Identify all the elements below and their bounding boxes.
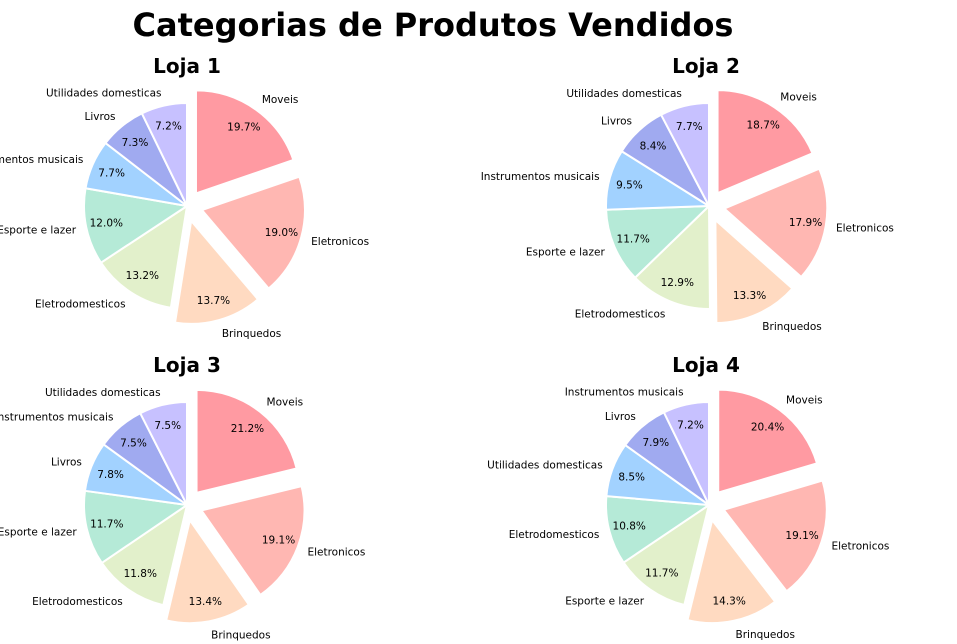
pie-slice bbox=[716, 89, 814, 195]
slice-category-label: Livros bbox=[51, 457, 82, 469]
pie-slice bbox=[194, 89, 295, 195]
slice-category-label: Moveis bbox=[786, 394, 823, 406]
slice-category-label: Utilidades domesticas bbox=[45, 387, 161, 399]
pie-1: Loja 1 19.7% Moveis 19.0% Eletronicos 13.7% Br… bbox=[0, 54, 369, 340]
slice-category-label: Instrumentos musicais bbox=[0, 412, 113, 424]
slice-percent-label: 19.7% bbox=[227, 121, 260, 133]
pie-slice bbox=[195, 388, 298, 495]
pie-slice bbox=[622, 502, 711, 607]
pie-title: Loja 2 bbox=[672, 54, 740, 78]
pie-title: Loja 4 bbox=[672, 353, 740, 377]
pie-slice bbox=[633, 203, 711, 310]
slice-category-label: Eletrodomesticos bbox=[575, 308, 666, 320]
slice-category-label: Livros bbox=[601, 116, 632, 128]
pie-slice bbox=[99, 203, 189, 309]
slice-percent-label: 17.9% bbox=[789, 217, 822, 229]
slice-percent-label: 12.9% bbox=[661, 277, 694, 289]
slice-category-label: Eletronicos bbox=[311, 236, 369, 248]
slice-category-label: Moveis bbox=[780, 91, 817, 103]
pie-3: Loja 3 21.2% Moveis 19.1% Eletronicos 13.4% Br… bbox=[0, 353, 365, 641]
slice-percent-label: 11.7% bbox=[90, 519, 123, 531]
pie-slice bbox=[686, 517, 777, 625]
slice-category-label: Utilidades domesticas bbox=[566, 88, 682, 100]
slice-percent-label: 11.7% bbox=[617, 233, 650, 245]
slice-percent-label: 7.9% bbox=[642, 437, 669, 449]
pie-slice bbox=[717, 388, 819, 494]
slice-percent-label: 13.2% bbox=[126, 270, 159, 282]
slice-percent-label: 19.0% bbox=[265, 227, 298, 239]
slice-percent-label: 7.7% bbox=[98, 168, 125, 180]
slice-percent-label: 19.1% bbox=[785, 530, 818, 542]
slice-category-label: Utilidades domesticas bbox=[46, 88, 162, 100]
slice-percent-label: 19.1% bbox=[262, 535, 295, 547]
slice-category-label: Eletronicos bbox=[307, 547, 365, 559]
slice-category-label: Instrumentos musicais bbox=[481, 171, 600, 183]
pie-slice bbox=[140, 101, 188, 207]
pie-slice bbox=[605, 495, 712, 564]
slice-percent-label: 13.3% bbox=[733, 290, 766, 302]
pie-title: Loja 3 bbox=[153, 353, 221, 377]
slice-category-label: Livros bbox=[85, 111, 116, 123]
pie-slice bbox=[138, 400, 188, 506]
pie-slice bbox=[83, 489, 190, 565]
slice-category-label: Eletrodomesticos bbox=[32, 596, 123, 608]
pie-slice bbox=[714, 217, 794, 325]
slice-category-label: Esporte e lazer bbox=[565, 595, 645, 607]
pie-slice bbox=[662, 400, 710, 506]
slice-percent-label: 10.8% bbox=[613, 521, 646, 533]
pie-slice bbox=[722, 479, 828, 593]
slice-category-label: Utilidades domesticas bbox=[487, 460, 603, 472]
slice-percent-label: 14.3% bbox=[712, 596, 745, 608]
slice-percent-label: 13.7% bbox=[197, 295, 230, 307]
slice-percent-label: 11.7% bbox=[645, 568, 678, 580]
figure-title: Categorias de Produtos Vendidos bbox=[133, 6, 734, 44]
pie-2: Loja 2 18.7% Moveis 17.9% Eletronicos 13.3% Br… bbox=[481, 54, 894, 333]
slice-percent-label: 8.5% bbox=[618, 471, 645, 483]
slice-category-label: Brinquedos bbox=[762, 321, 821, 333]
slice-percent-label: 12.0% bbox=[90, 218, 123, 230]
slice-percent-label: 7.5% bbox=[154, 420, 181, 432]
slice-category-label: Livros bbox=[605, 411, 636, 423]
pie-slice bbox=[722, 167, 829, 279]
slice-category-label: Esporte e lazer bbox=[0, 225, 77, 237]
slice-percent-label: 7.8% bbox=[97, 469, 124, 481]
slice-percent-label: 7.2% bbox=[155, 121, 182, 133]
slice-percent-label: 7.3% bbox=[122, 137, 149, 149]
pie-title: Loja 1 bbox=[153, 54, 221, 78]
slice-category-label: Esporte e lazer bbox=[526, 247, 606, 259]
pie-slice bbox=[659, 101, 710, 207]
pie-slice bbox=[605, 204, 712, 280]
pie-slice bbox=[200, 175, 306, 290]
slice-percent-label: 11.8% bbox=[124, 568, 157, 580]
slice-category-label: Esporte e lazer bbox=[0, 526, 77, 538]
slice-percent-label: 7.5% bbox=[120, 437, 147, 449]
pie-slice bbox=[164, 517, 251, 625]
slice-category-label: Moveis bbox=[262, 94, 299, 106]
pie-slice bbox=[199, 484, 306, 597]
slice-percent-label: 20.4% bbox=[751, 422, 784, 434]
pie-slice bbox=[100, 502, 189, 607]
slice-percent-label: 18.7% bbox=[747, 120, 780, 132]
slice-category-label: Instrumentos musicais bbox=[0, 154, 83, 166]
slice-percent-label: 7.2% bbox=[677, 420, 704, 432]
slice-category-label: Instrumentos musicais bbox=[565, 387, 684, 399]
slice-category-label: Brinquedos bbox=[222, 328, 281, 340]
slice-percent-label: 7.7% bbox=[676, 121, 703, 133]
slice-percent-label: 9.5% bbox=[616, 180, 643, 192]
slice-percent-label: 8.4% bbox=[640, 141, 667, 153]
slice-percent-label: 13.4% bbox=[189, 596, 222, 608]
slice-category-label: Eletrodomesticos bbox=[35, 299, 126, 311]
slice-percent-label: 21.2% bbox=[231, 423, 264, 435]
slice-category-label: Eletronicos bbox=[836, 223, 894, 235]
slice-category-label: Brinquedos bbox=[736, 629, 795, 641]
pie-slice bbox=[83, 187, 190, 265]
slice-category-label: Eletronicos bbox=[831, 541, 889, 553]
pie-4: Loja 4 20.4% Moveis 19.1% Eletronicos 14.3% Br… bbox=[487, 353, 889, 641]
slice-category-label: Moveis bbox=[267, 396, 304, 408]
slice-category-label: Brinquedos bbox=[211, 629, 270, 641]
pie-slice bbox=[173, 218, 260, 325]
slice-category-label: Eletrodomesticos bbox=[509, 529, 600, 541]
